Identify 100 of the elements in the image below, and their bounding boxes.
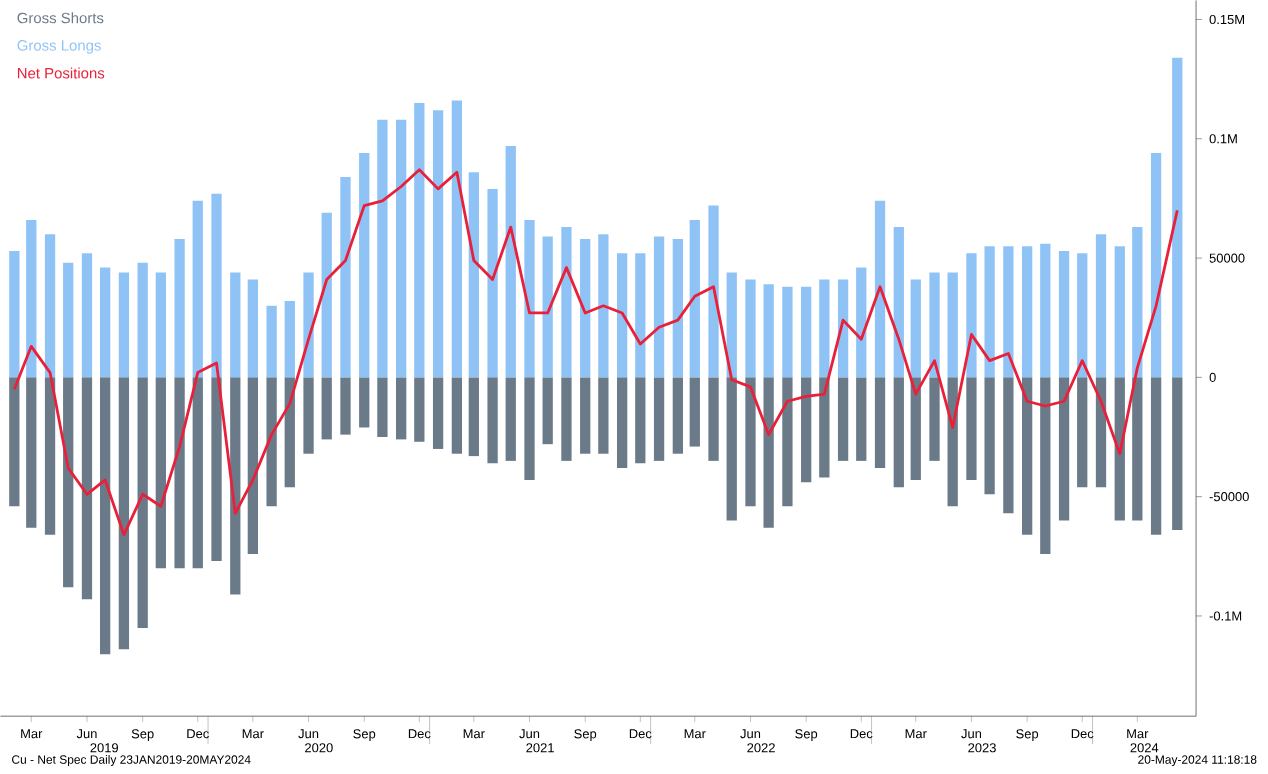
bar	[819, 377, 830, 478]
bar	[321, 212, 332, 378]
bar	[155, 272, 166, 378]
bar	[9, 377, 20, 507]
bar	[1077, 253, 1088, 378]
bar	[1095, 377, 1107, 488]
bar	[1040, 243, 1051, 378]
bar	[745, 279, 756, 378]
bar	[947, 272, 958, 378]
bar	[377, 119, 388, 378]
bar	[893, 377, 904, 488]
bar	[561, 227, 572, 378]
bar	[617, 253, 628, 378]
bar	[561, 377, 572, 461]
bar	[524, 377, 535, 480]
bar	[211, 377, 222, 562]
bar	[174, 377, 185, 569]
bar	[617, 377, 628, 468]
bar	[542, 377, 553, 445]
bar	[340, 176, 351, 378]
bar	[359, 153, 370, 378]
bar	[966, 377, 977, 480]
bar	[468, 172, 479, 378]
bar	[321, 377, 332, 440]
bar	[672, 238, 683, 378]
bar	[856, 377, 867, 461]
bar	[1132, 227, 1143, 378]
bar	[432, 110, 444, 378]
bar	[874, 377, 886, 468]
bar	[874, 200, 886, 378]
bar	[1172, 57, 1183, 378]
bar	[524, 219, 535, 378]
bar	[505, 145, 516, 378]
bar	[192, 200, 203, 378]
bar	[745, 377, 756, 507]
bar	[1058, 377, 1070, 521]
bar	[81, 377, 93, 600]
bar	[487, 377, 498, 464]
bar	[1003, 377, 1014, 514]
bar	[1022, 246, 1033, 378]
bar	[284, 300, 295, 378]
bar	[230, 377, 241, 595]
bar	[44, 377, 56, 535]
bar	[284, 377, 295, 488]
bar	[192, 377, 203, 569]
bar	[174, 238, 185, 378]
bar	[396, 119, 407, 378]
bar	[910, 279, 921, 378]
bar	[1040, 377, 1051, 554]
bar	[856, 267, 867, 378]
bar	[303, 272, 314, 378]
bar	[837, 377, 849, 461]
bar	[966, 253, 977, 378]
bar	[910, 377, 921, 480]
bar	[1077, 377, 1088, 488]
bar	[26, 219, 37, 378]
bar	[451, 377, 463, 454]
bar	[708, 205, 719, 378]
bar	[1003, 246, 1014, 378]
bar	[451, 100, 463, 378]
bar	[1114, 377, 1125, 521]
bar	[303, 377, 314, 454]
bar	[726, 377, 737, 521]
bar	[1058, 250, 1070, 378]
bar	[99, 377, 111, 655]
bar	[708, 377, 719, 461]
bar	[99, 267, 111, 378]
bar	[1132, 377, 1143, 521]
bar	[1095, 234, 1107, 378]
bar	[1114, 246, 1125, 378]
bar	[893, 227, 904, 378]
bar	[487, 188, 498, 378]
bar	[118, 377, 130, 650]
bar	[653, 236, 665, 378]
bar	[782, 377, 793, 507]
bar	[1150, 153, 1162, 378]
bar	[396, 377, 407, 440]
bar	[689, 377, 700, 447]
bar	[9, 250, 20, 378]
bar	[505, 377, 516, 461]
bar	[230, 272, 241, 378]
bar	[247, 279, 258, 378]
bar	[635, 253, 646, 378]
bar	[1172, 377, 1183, 531]
bar	[44, 234, 56, 378]
bar	[580, 377, 591, 454]
bar	[266, 305, 277, 378]
bar	[247, 377, 258, 554]
bar	[929, 377, 940, 461]
bar	[340, 377, 351, 435]
bar	[359, 377, 370, 428]
bar	[635, 377, 646, 464]
bar	[1150, 377, 1162, 535]
bar	[984, 377, 995, 495]
bar	[63, 262, 74, 378]
bar	[598, 234, 609, 378]
bar	[763, 377, 774, 528]
bar	[929, 272, 940, 378]
bar	[414, 377, 425, 442]
bar	[118, 272, 130, 378]
